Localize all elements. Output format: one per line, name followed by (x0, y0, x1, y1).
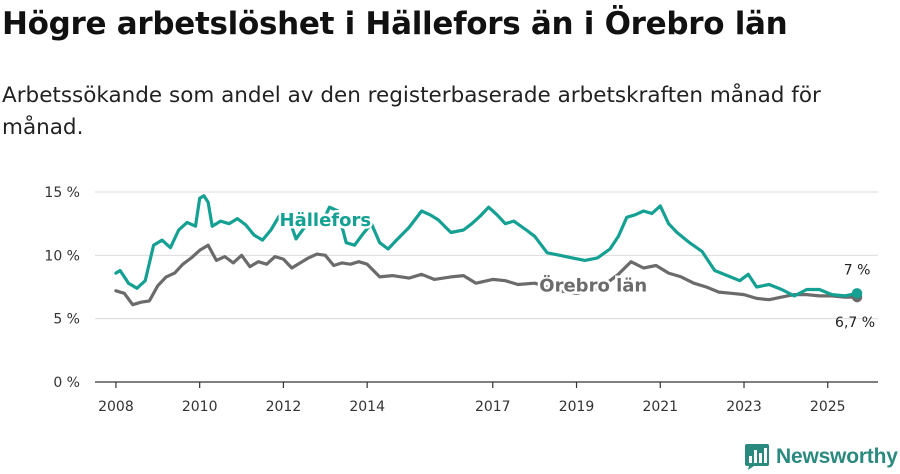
x-tick-label: 2017 (475, 399, 511, 415)
orebro-end-value-label: 6,7 % (835, 315, 875, 331)
logo-text: Newsworthy (776, 445, 898, 468)
y-tick-label: 10 % (44, 248, 80, 264)
hallefors-series-label: Hällefors (280, 210, 372, 231)
chart-title: Högre arbetslöshet i Hällefors än i Öreb… (2, 6, 788, 42)
y-tick-label: 0 % (53, 375, 80, 391)
hallefors-end-point (851, 288, 863, 299)
newsworthy-logo: Newsworthy (744, 442, 898, 472)
x-tick-label: 2008 (98, 399, 134, 415)
hallefors-series-line (114, 194, 859, 298)
orebro-series-line (114, 243, 859, 307)
x-tick-label: 2019 (559, 399, 595, 415)
orebro-series-label: Örebro län (539, 274, 647, 296)
x-tick-label: 2023 (726, 399, 762, 415)
newsworthy-chart-icon (745, 444, 769, 470)
y-tick-label: 5 % (53, 312, 80, 328)
chart-subtitle: Arbetssökande som andel av den registerb… (2, 83, 821, 140)
y-tick-label: 15 % (44, 185, 80, 201)
x-tick-label: 2012 (266, 399, 302, 415)
x-tick-label: 2010 (182, 399, 218, 415)
x-tick-label: 2025 (810, 399, 846, 415)
x-tick-label: 2021 (642, 399, 678, 415)
x-tick-label: 2014 (349, 399, 385, 415)
hallefors-end-value-label: 7 % (844, 262, 871, 278)
